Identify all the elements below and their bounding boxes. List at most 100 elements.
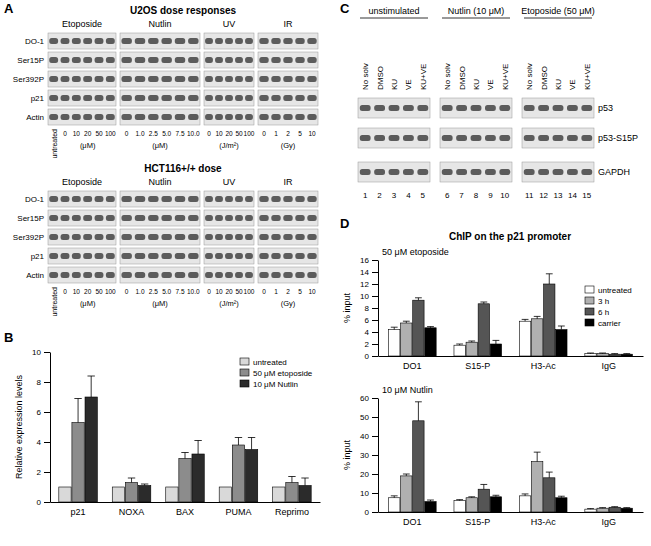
tick-mark [372,417,378,418]
treatment-label: Nutlin [148,19,171,29]
lane-number: 10 [500,191,509,200]
error-cap [522,493,529,494]
treatment-label: Nutlin [148,177,171,187]
tick: 2 [37,468,50,477]
blot-band [245,57,253,63]
blot-band [403,135,414,141]
legend-label: untreated [253,358,287,367]
blot-band [307,215,316,221]
blot-band [106,114,115,120]
tick-label: S15-P [465,517,490,527]
legend: untreated50 μM etoposide10 μM Nutlin [240,358,313,389]
blot-strip [120,90,200,106]
tick: S15-P [465,517,490,527]
error-stem [418,402,419,421]
blot-band [225,38,233,44]
blot-band [83,272,92,278]
blot-band [205,114,213,120]
blot-band [205,272,213,278]
error-cap [546,273,553,274]
blot-band [148,196,158,202]
treatment-label: UV [223,177,236,187]
blot-band [215,95,223,101]
error-cap [391,495,398,496]
blot-band [225,234,233,240]
blot-band [245,272,253,278]
blot-band [175,38,185,44]
blot-strip [48,248,116,264]
blot-band [205,253,213,259]
blot-band [121,196,131,202]
axis-line [379,356,644,357]
lane-label: No solv [525,63,534,90]
bar-chart: 0102030405060DO1S15-PH3-AcIgG% input10 μ… [342,385,644,527]
blot-band [106,95,115,101]
error-bar [522,494,529,496]
bar [232,445,244,502]
blot-band [95,215,104,221]
tick: DO1 [403,361,422,371]
tick: 30 [360,451,378,460]
lane-label: 1.0 [135,130,144,137]
blot-band [175,114,185,120]
blot-band [106,76,115,82]
error-stem [549,274,550,284]
bar [454,345,465,356]
error-cap [480,302,487,303]
error-cap [468,496,475,497]
tick-label: 0 [37,498,42,507]
tick: NOXA [119,507,145,517]
lane-label: DMSO [540,66,549,90]
lane-label: DMSO [458,66,467,90]
blot-band [283,196,292,202]
axis-title: % input [342,439,352,470]
blot-strip [120,248,200,264]
blot-band [374,135,385,141]
error-cap [599,353,606,354]
row-label: p53-S15P [598,133,638,143]
y-axis: 0102030405060 [360,394,378,517]
blot-band [72,234,81,240]
treatment-label: Etoposide [62,177,102,187]
tick: PUMA [225,507,251,517]
blot-band [374,105,385,111]
tick: BAX [176,507,194,517]
blot-band [148,57,158,63]
blot-band [389,135,400,141]
error-cap [623,507,630,508]
tick: H3-Ac [531,517,557,527]
error-cap [546,472,553,473]
blot-band [524,169,535,175]
tick: Reprimo [275,507,309,517]
lane-label: 100 [105,130,116,137]
blot-band [259,234,268,240]
blot-band [471,105,482,111]
lane-label: VE [404,79,413,90]
error-cap [456,344,463,345]
row-label: p21 [31,94,45,103]
tick-mark [372,474,378,475]
tick: 6 [365,316,378,325]
blot-band [175,234,185,240]
row-label: Actin [26,271,44,280]
error-stem [78,399,79,423]
legend-swatch [240,380,249,387]
blot-band [49,95,58,101]
bar [401,323,412,356]
blot-band [188,95,198,101]
error-stem [91,376,92,397]
tick-label: 30 [360,451,369,460]
lane-number: 9 [488,191,493,200]
panel-letter: D [340,216,349,231]
blot-strip [120,210,200,226]
error-cap [128,478,135,479]
tick-label: 60 [360,394,369,403]
blot-band [106,196,115,202]
legend: untreated3 h6 hcarrier [585,286,632,328]
blot-band [175,272,185,278]
error-cap [415,401,422,402]
error-cap [480,484,487,485]
tick: 60 [360,394,378,403]
unit-label: (J/m²) [219,299,239,308]
blot-band [417,135,428,141]
